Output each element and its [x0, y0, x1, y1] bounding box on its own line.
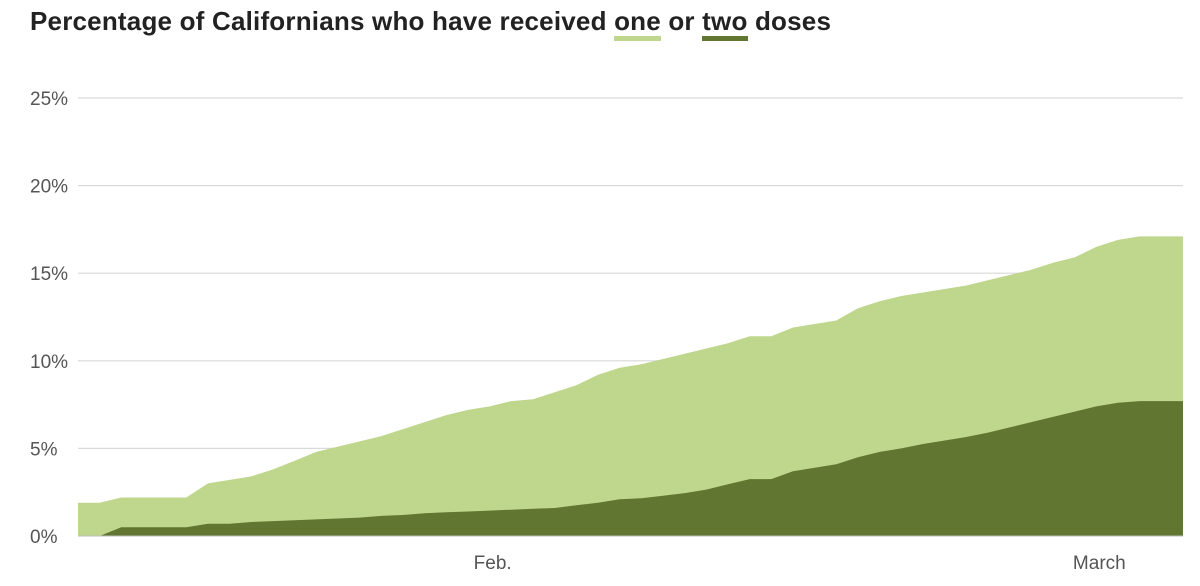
legend-key-two: two [702, 7, 748, 42]
x-tick-label-feb: Feb. [474, 553, 512, 574]
x-tick-label-march: March [1073, 553, 1126, 574]
title-prefix: Percentage of Californians who have rece… [30, 6, 615, 36]
y-tick-label-15: 15% [30, 264, 68, 285]
y-tick-label-5: 5% [30, 439, 58, 460]
area-two-doses [78, 401, 1183, 536]
y-tick-label-10: 10% [30, 352, 68, 373]
title-middle: or [660, 6, 703, 36]
area-series [78, 236, 1183, 537]
chart-title: Percentage of Californians who have rece… [30, 6, 832, 42]
y-tick-label-0: 0% [30, 527, 58, 548]
y-tick-label-25: 25% [30, 89, 68, 110]
x-axis-labels: Feb. March [474, 553, 1126, 574]
y-tick-label-20: 20% [30, 177, 68, 198]
title-suffix: doses [747, 6, 832, 36]
y-axis-labels: 0% 5% 10% 15% 20% 25% [30, 89, 68, 548]
legend-key-one: one [614, 7, 661, 42]
